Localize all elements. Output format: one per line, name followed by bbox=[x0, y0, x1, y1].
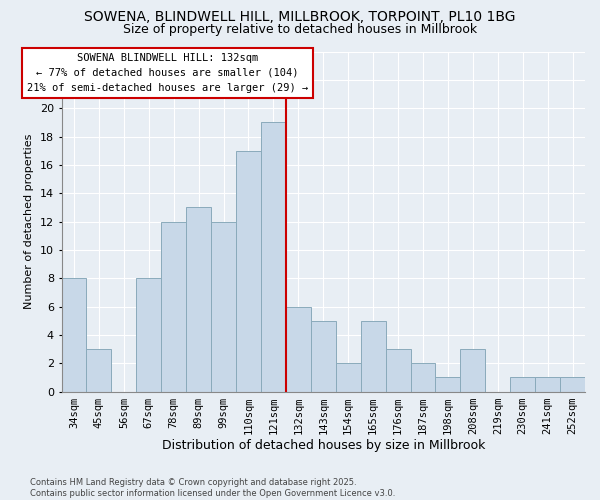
Bar bbox=[336, 363, 361, 392]
Bar bbox=[161, 222, 186, 392]
Text: Size of property relative to detached houses in Millbrook: Size of property relative to detached ho… bbox=[123, 22, 477, 36]
Bar bbox=[410, 363, 436, 392]
Bar bbox=[311, 320, 336, 392]
Bar bbox=[186, 208, 211, 392]
Text: SOWENA, BLINDWELL HILL, MILLBROOK, TORPOINT, PL10 1BG: SOWENA, BLINDWELL HILL, MILLBROOK, TORPO… bbox=[84, 10, 516, 24]
Bar bbox=[361, 320, 386, 392]
Bar bbox=[286, 306, 311, 392]
Bar bbox=[535, 378, 560, 392]
Bar bbox=[86, 349, 112, 392]
Bar bbox=[510, 378, 535, 392]
Text: Contains HM Land Registry data © Crown copyright and database right 2025.
Contai: Contains HM Land Registry data © Crown c… bbox=[30, 478, 395, 498]
Bar bbox=[211, 222, 236, 392]
Bar bbox=[236, 150, 261, 392]
Text: SOWENA BLINDWELL HILL: 132sqm
← 77% of detached houses are smaller (104)
21% of : SOWENA BLINDWELL HILL: 132sqm ← 77% of d… bbox=[27, 53, 308, 92]
X-axis label: Distribution of detached houses by size in Millbrook: Distribution of detached houses by size … bbox=[161, 440, 485, 452]
Bar bbox=[560, 378, 585, 392]
Bar bbox=[386, 349, 410, 392]
Y-axis label: Number of detached properties: Number of detached properties bbox=[24, 134, 34, 309]
Bar bbox=[136, 278, 161, 392]
Bar bbox=[62, 278, 86, 392]
Bar bbox=[261, 122, 286, 392]
Bar bbox=[436, 378, 460, 392]
Bar bbox=[460, 349, 485, 392]
